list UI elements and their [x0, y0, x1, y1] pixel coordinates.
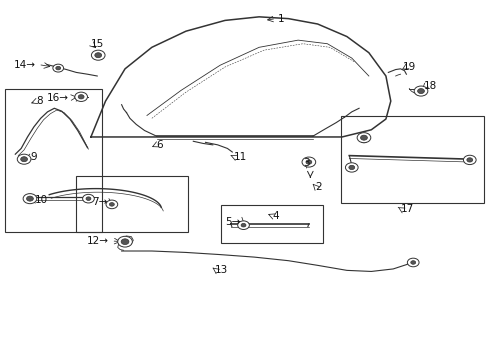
Circle shape — [75, 92, 87, 102]
Circle shape — [410, 261, 415, 264]
Bar — [4, 89, 102, 232]
Circle shape — [360, 135, 366, 140]
Circle shape — [345, 163, 357, 172]
Circle shape — [82, 194, 94, 203]
Circle shape — [466, 158, 472, 162]
Circle shape — [356, 133, 370, 143]
Circle shape — [302, 157, 315, 167]
Circle shape — [106, 200, 118, 209]
Text: 4: 4 — [272, 211, 279, 221]
Text: 11: 11 — [233, 152, 246, 162]
Circle shape — [237, 221, 249, 229]
Circle shape — [20, 157, 27, 162]
Text: 14→: 14→ — [14, 59, 36, 69]
Text: 1: 1 — [277, 14, 284, 24]
Circle shape — [118, 236, 132, 247]
Circle shape — [407, 258, 418, 267]
Bar — [76, 176, 188, 232]
Circle shape — [463, 155, 475, 165]
Bar — [340, 116, 484, 203]
Text: 17: 17 — [400, 204, 413, 215]
Text: 16→: 16→ — [47, 93, 69, 103]
Circle shape — [23, 194, 37, 204]
Text: 5→: 5→ — [225, 217, 240, 227]
Circle shape — [53, 64, 63, 72]
Text: 9: 9 — [30, 152, 37, 162]
Text: 19: 19 — [402, 62, 415, 72]
Circle shape — [95, 53, 102, 58]
Circle shape — [86, 197, 91, 201]
Text: 18: 18 — [423, 81, 436, 91]
Circle shape — [78, 95, 84, 99]
Circle shape — [91, 50, 105, 60]
Circle shape — [413, 86, 427, 96]
Circle shape — [26, 196, 33, 201]
Text: 2: 2 — [315, 182, 321, 192]
Circle shape — [17, 154, 31, 164]
Text: 6: 6 — [156, 140, 162, 150]
Text: 7→: 7→ — [91, 197, 107, 207]
Text: 12→: 12→ — [87, 236, 109, 246]
Text: 15: 15 — [91, 40, 104, 49]
Bar — [221, 205, 322, 243]
Text: 10: 10 — [35, 195, 48, 206]
Circle shape — [305, 160, 311, 164]
Circle shape — [109, 203, 114, 206]
Text: 3: 3 — [303, 158, 309, 168]
Circle shape — [121, 239, 129, 244]
Circle shape — [417, 89, 424, 94]
Circle shape — [241, 224, 245, 227]
Circle shape — [348, 165, 354, 170]
Text: 8: 8 — [36, 96, 42, 106]
Text: 13: 13 — [215, 265, 228, 275]
Circle shape — [56, 66, 61, 70]
